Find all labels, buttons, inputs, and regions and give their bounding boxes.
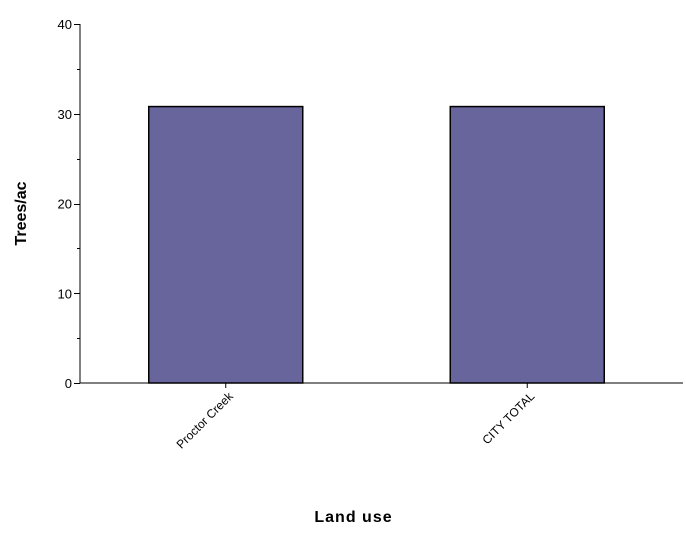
x-axis-title: Land use — [314, 509, 392, 526]
x-tick-labels: Proctor Creek CITY TOTAL — [174, 383, 538, 451]
bar — [449, 105, 605, 384]
x-tick-label: CITY TOTAL — [480, 389, 538, 447]
y-tick-label: 0 — [65, 376, 72, 391]
y-tick-label: 40 — [58, 17, 72, 32]
y-tick-label: 20 — [58, 197, 72, 212]
y-axis-title: Trees/ac — [13, 181, 30, 245]
x-tick-label: Proctor Creek — [174, 389, 237, 452]
y-tick-label: 10 — [58, 286, 72, 301]
bar — [148, 105, 304, 384]
bars — [148, 105, 605, 384]
y-ticks: 0 10 20 30 40 — [58, 17, 80, 391]
y-tick-label: 30 — [58, 107, 72, 122]
axes — [79, 24, 683, 384]
